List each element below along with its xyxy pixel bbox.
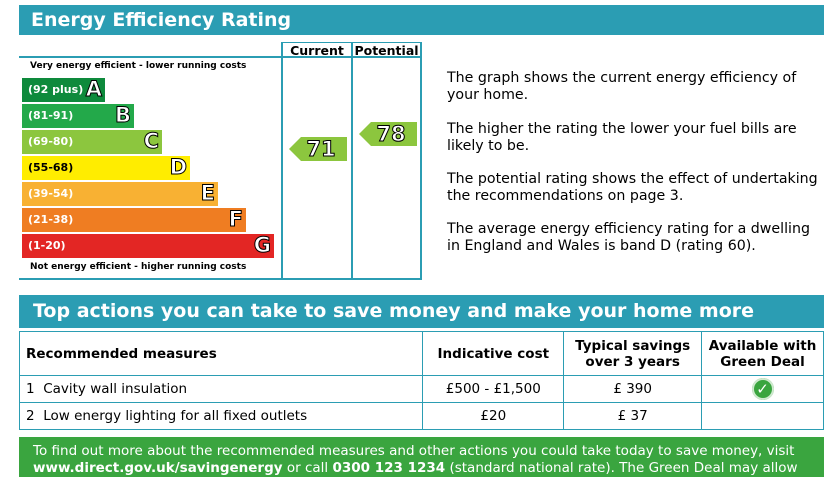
chart-head-top-line [283, 42, 422, 43]
footer-info: To find out more about the recommended m… [19, 437, 824, 477]
band-range-label: (1-20) [28, 239, 66, 252]
band-range-label: (69-80) [28, 135, 74, 148]
cost-cell: £500 - £1,500 [422, 375, 565, 403]
band-letter: E [200, 181, 215, 206]
footer-mid-text: or call [282, 460, 333, 476]
current-rating-arrow: 71 [289, 137, 347, 162]
row-number: 1 [26, 381, 35, 397]
potential-rating-arrow: 78 [359, 122, 417, 147]
rating-band-e: (39-54) E [22, 181, 218, 206]
savings-link[interactable]: www.direct.gov.uk/savingenergy [33, 460, 283, 476]
band-letter: B [114, 103, 131, 128]
description-graph: The graph shows the current energy effic… [447, 70, 797, 103]
green-deal-cell: ✓ [701, 375, 824, 403]
band-letter: C [143, 129, 159, 154]
description-potential: The potential rating shows the effect of… [447, 171, 818, 204]
table-row: 2 Low energy lighting for all fixed outl… [18, 402, 824, 430]
rating-band-a: (92 plus) A [22, 77, 105, 102]
description-higher-rating: The higher the rating the lower your fue… [447, 121, 797, 154]
band-letter: F [228, 207, 243, 232]
header-indicative-cost: Indicative cost [422, 331, 565, 376]
header-recommended-measures: Recommended measures [18, 331, 424, 376]
band-range-label: (81-91) [28, 109, 74, 122]
current-rating-value: 71 [306, 137, 336, 162]
table-header-row: Recommended measures Indicative cost Typ… [18, 331, 824, 376]
measure-cell: 2 Low energy lighting for all fixed outl… [18, 402, 424, 430]
bottom-efficiency-note: Not energy efficient - higher running co… [30, 262, 247, 272]
header-typical-savings: Typical savings over 3 years [563, 331, 703, 376]
table-row: 1 Cavity wall insulation £500 - £1,500 £… [18, 375, 824, 403]
rating-band-g: (1-20) G [22, 233, 274, 258]
chart-divider-2 [351, 42, 353, 280]
savings-cell: £ 37 [563, 402, 703, 430]
rating-band-b: (81-91) B [22, 103, 134, 128]
band-range-label: (39-54) [28, 187, 74, 200]
phone-number: 0300 123 1234 [332, 460, 446, 476]
current-arrow-shape [289, 137, 347, 161]
energy-rating-header: Energy Efficiency Rating [19, 5, 824, 35]
header-green-deal: Available with Green Deal [701, 331, 824, 376]
potential-rating-value: 78 [376, 122, 406, 147]
band-range-label: (55-68) [28, 161, 74, 174]
column-potential-label: Potential [354, 43, 419, 58]
measure-name: Low energy lighting for all fixed outlet… [43, 408, 308, 424]
column-current-label: Current [290, 43, 344, 58]
savings-cell: £ 390 [563, 375, 703, 403]
chart-divider-3 [420, 42, 422, 280]
band-range-label: (92 plus) [28, 83, 84, 96]
band-letter: G [253, 233, 271, 258]
potential-arrow-shape [359, 122, 417, 146]
green-check-icon: ✓ [751, 378, 774, 400]
recommendations-table: Recommended measures Indicative cost Typ… [18, 331, 824, 430]
chart-bottom-line [19, 278, 422, 280]
band-letter: A [85, 77, 102, 102]
rating-band-f: (21-38) F [22, 207, 246, 232]
green-deal-cell [701, 402, 824, 430]
rating-band-d: (55-68) D [22, 155, 190, 180]
description-average: The average energy efficiency rating for… [447, 221, 810, 254]
band-letter: D [169, 155, 187, 180]
cost-cell: £20 [422, 402, 565, 430]
top-efficiency-note: Very energy efficient - lower running co… [30, 61, 247, 71]
chart-top-line [19, 56, 422, 58]
footer-line-1: To find out more about the recommended m… [33, 443, 795, 459]
chart-divider-1 [281, 42, 283, 280]
top-actions-header: Top actions you can take to save money a… [19, 295, 824, 355]
rating-band-c: (69-80) C [22, 129, 162, 154]
measure-cell: 1 Cavity wall insulation [18, 375, 424, 403]
measure-name: Cavity wall insulation [43, 381, 188, 397]
row-number: 2 [26, 408, 35, 424]
band-range-label: (21-38) [28, 213, 74, 226]
